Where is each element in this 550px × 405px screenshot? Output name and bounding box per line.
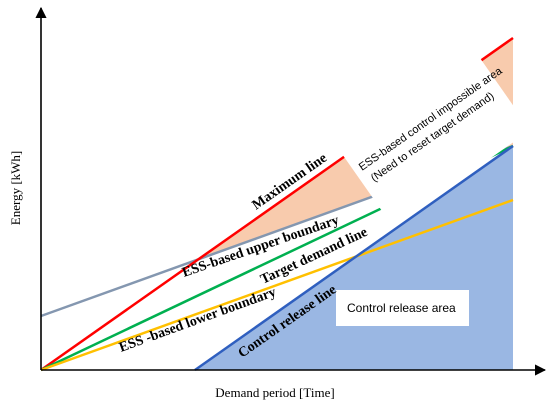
- control-release-line: [194, 144, 514, 372]
- ess-lower-boundary-line: [40, 198, 514, 372]
- release-area-label: Control release area: [347, 301, 456, 315]
- release-area-label-box: [336, 290, 469, 326]
- y-axis-label: Energy [kWh]: [8, 151, 23, 225]
- impossible-area-label-box: [319, 25, 531, 227]
- x-axis-label: Demand period [Time]: [215, 385, 334, 400]
